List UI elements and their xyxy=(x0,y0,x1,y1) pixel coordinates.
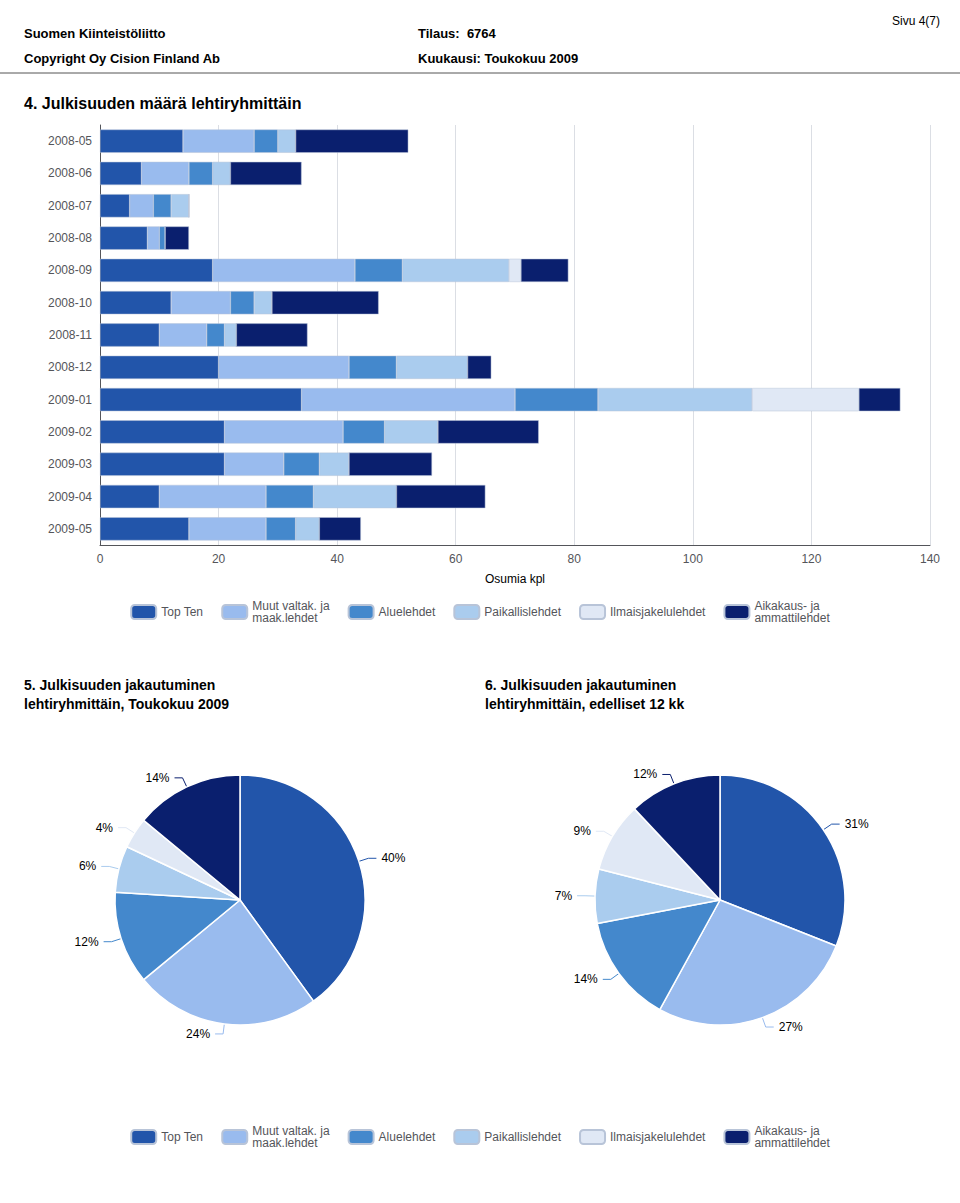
svg-text:100: 100 xyxy=(683,552,703,566)
svg-text:2009-01: 2009-01 xyxy=(48,393,92,407)
svg-text:ammattilehdet: ammattilehdet xyxy=(754,1136,830,1150)
svg-text:Muut valtak. ja: Muut valtak. ja xyxy=(252,1124,330,1138)
svg-text:4. Julkisuuden määrä lehtiryhm: 4. Julkisuuden määrä lehtiryhmittäin xyxy=(24,95,301,112)
svg-text:Osumia kpl: Osumia kpl xyxy=(485,572,545,586)
svg-text:Top Ten: Top Ten xyxy=(161,1130,203,1144)
svg-text:14%: 14% xyxy=(574,972,598,986)
svg-text:Aikakaus- ja: Aikakaus- ja xyxy=(754,599,820,613)
svg-text:2008-06: 2008-06 xyxy=(48,166,92,180)
svg-text:40: 40 xyxy=(330,552,344,566)
svg-text:6. Julkisuuden jakautuminen: 6. Julkisuuden jakautuminen xyxy=(485,677,676,693)
svg-text:Paikallislehdet: Paikallislehdet xyxy=(484,605,561,619)
svg-text:2008-10: 2008-10 xyxy=(48,296,92,310)
svg-text:2008-08: 2008-08 xyxy=(48,231,92,245)
svg-text:Paikallislehdet: Paikallislehdet xyxy=(484,1130,561,1144)
svg-text:Tilaus: 6764: Tilaus: 6764 xyxy=(418,26,497,41)
svg-text:lehtiryhmittäin, edelliset 12: lehtiryhmittäin, edelliset 12 kk xyxy=(485,696,684,712)
svg-text:Aluelehdet: Aluelehdet xyxy=(379,605,436,619)
svg-text:2009-03: 2009-03 xyxy=(48,457,92,471)
svg-text:24%: 24% xyxy=(186,1027,210,1041)
svg-text:lehtiryhmittäin, Toukokuu 2009: lehtiryhmittäin, Toukokuu 2009 xyxy=(24,696,229,712)
svg-text:maak.lehdet: maak.lehdet xyxy=(252,611,318,625)
svg-text:80: 80 xyxy=(568,552,582,566)
svg-text:40%: 40% xyxy=(381,851,405,865)
svg-text:ammattilehdet: ammattilehdet xyxy=(754,611,830,625)
svg-text:2009-02: 2009-02 xyxy=(48,425,92,439)
svg-text:14%: 14% xyxy=(145,771,169,785)
svg-text:2008-05: 2008-05 xyxy=(48,134,92,148)
svg-text:Suomen Kiinteistöliitto: Suomen Kiinteistöliitto xyxy=(24,26,166,41)
svg-text:2009-05: 2009-05 xyxy=(48,522,92,536)
svg-text:31%: 31% xyxy=(845,817,869,831)
svg-text:12%: 12% xyxy=(633,767,657,781)
svg-text:2008-09: 2008-09 xyxy=(48,263,92,277)
svg-text:Ilmaisjakelulehdet: Ilmaisjakelulehdet xyxy=(610,605,706,619)
svg-text:27%: 27% xyxy=(779,1020,803,1034)
svg-text:Kuukausi: Toukokuu 2009: Kuukausi: Toukokuu 2009 xyxy=(418,51,578,66)
svg-text:2008-07: 2008-07 xyxy=(48,199,92,213)
svg-text:5. Julkisuuden jakautuminen: 5. Julkisuuden jakautuminen xyxy=(24,677,215,693)
svg-text:2008-12: 2008-12 xyxy=(48,360,92,374)
svg-text:6%: 6% xyxy=(79,859,97,873)
svg-text:Ilmaisjakelulehdet: Ilmaisjakelulehdet xyxy=(610,1130,706,1144)
svg-text:120: 120 xyxy=(801,552,821,566)
svg-text:12%: 12% xyxy=(75,935,99,949)
svg-text:9%: 9% xyxy=(573,824,591,838)
svg-text:0: 0 xyxy=(97,552,104,566)
svg-text:2009-04: 2009-04 xyxy=(48,490,92,504)
svg-text:7%: 7% xyxy=(555,889,573,903)
svg-text:Top Ten: Top Ten xyxy=(161,605,203,619)
svg-text:60: 60 xyxy=(449,552,463,566)
svg-text:Aikakaus- ja: Aikakaus- ja xyxy=(754,1124,820,1138)
svg-text:Aluelehdet: Aluelehdet xyxy=(379,1130,436,1144)
svg-text:Copyright Oy Cision Finland Ab: Copyright Oy Cision Finland Ab xyxy=(24,51,220,66)
svg-text:2008-11: 2008-11 xyxy=(49,328,92,342)
svg-text:4%: 4% xyxy=(96,821,114,835)
svg-text:20: 20 xyxy=(212,552,226,566)
svg-text:Muut valtak. ja: Muut valtak. ja xyxy=(252,599,330,613)
svg-text:Sivu 4(7): Sivu 4(7) xyxy=(892,14,940,28)
svg-text:140: 140 xyxy=(920,552,940,566)
svg-text:maak.lehdet: maak.lehdet xyxy=(252,1136,318,1150)
